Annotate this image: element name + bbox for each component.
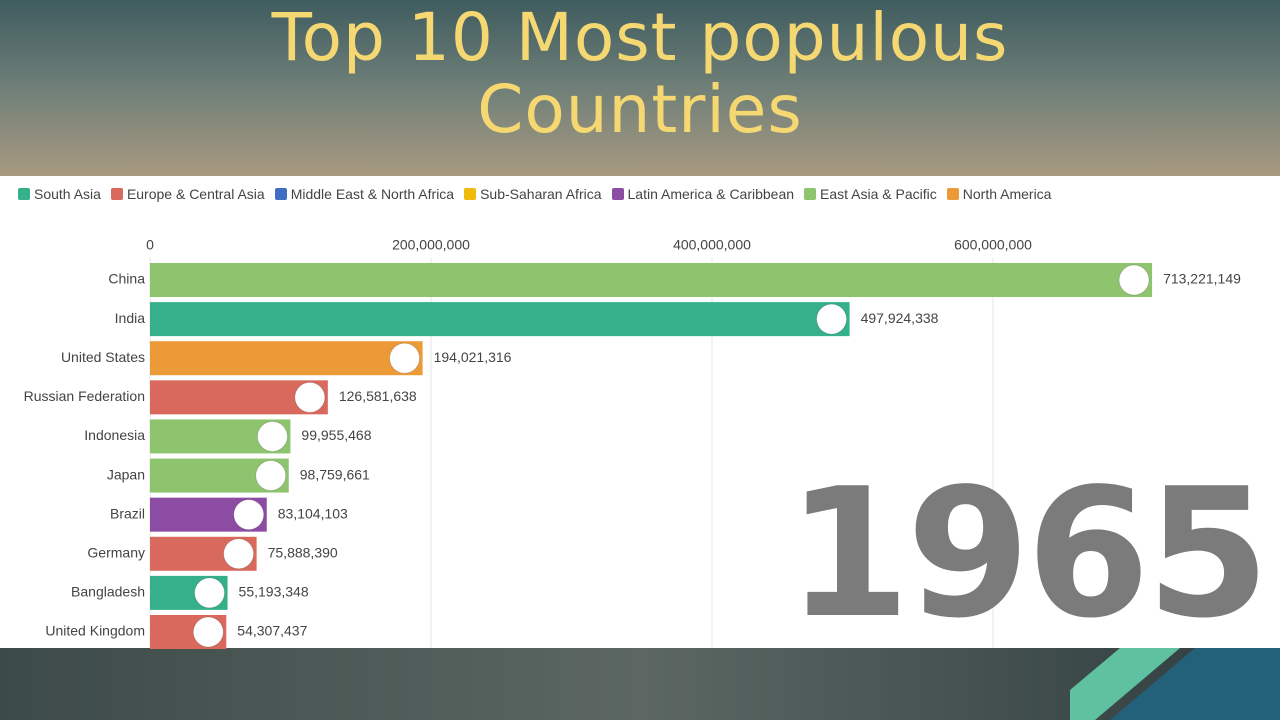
legend-swatch (18, 188, 30, 200)
legend-item: Middle East & North Africa (274, 186, 455, 202)
y-tick-label: India (115, 310, 146, 326)
x-tick-label: 400,000,000 (673, 237, 751, 253)
legend-item: East Asia & Pacific (804, 186, 937, 202)
legend-label: Latin America & Caribbean (627, 186, 795, 202)
header-background (0, 0, 1280, 176)
decor-stripe (1070, 648, 1180, 720)
flag-icon (294, 381, 326, 413)
legend-item: Sub-Saharan Africa (464, 186, 602, 202)
legend-label: Europe & Central Asia (126, 186, 265, 202)
x-tick-label: 600,000,000 (954, 237, 1032, 253)
bar (150, 302, 850, 337)
legend-label: Sub-Saharan Africa (480, 186, 602, 202)
legend-label: North America (962, 186, 1052, 202)
flag-icon (389, 342, 421, 374)
value-label: 99,955,468 (301, 427, 371, 443)
flag-icon (233, 499, 265, 531)
y-tick-label: Germany (87, 544, 145, 560)
y-tick-label: United Kingdom (45, 623, 145, 639)
y-tick-label: Indonesia (84, 427, 145, 443)
year-annotation: 1965 (786, 450, 1270, 657)
y-tick-label: United States (61, 349, 145, 365)
value-label: 83,104,103 (278, 505, 348, 521)
value-label: 75,888,390 (268, 544, 338, 560)
decor-stripe (1110, 648, 1280, 720)
y-tick-label: Russian Federation (24, 388, 145, 404)
value-label: 54,307,437 (237, 623, 307, 639)
legend-label: South Asia (34, 186, 101, 202)
x-tick-label: 0 (146, 237, 154, 253)
legend-item: Europe & Central Asia (110, 186, 265, 202)
flag-icon (816, 303, 848, 335)
value-label: 713,221,149 (1163, 271, 1241, 287)
legend-label: Middle East & North Africa (290, 186, 455, 202)
x-tick-label: 200,000,000 (392, 237, 470, 253)
flag-icon (194, 577, 226, 609)
y-tick-label: Japan (107, 466, 145, 482)
y-tick-label: Brazil (110, 505, 145, 521)
footer-background (0, 648, 1280, 720)
value-label: 55,193,348 (239, 584, 309, 600)
legend-item: North America (946, 186, 1052, 202)
legend-swatch (274, 188, 287, 200)
flag-icon (256, 420, 288, 452)
bar (150, 341, 423, 376)
legend-label: East Asia & Pacific (820, 186, 937, 202)
value-label: 497,924,338 (861, 310, 939, 326)
legend-item: Latin America & Caribbean (611, 186, 795, 202)
legend-swatch (804, 188, 817, 200)
y-tick-label: China (108, 271, 145, 287)
flag-icon (223, 538, 255, 570)
legend-swatch (611, 188, 624, 200)
flag-icon (1118, 264, 1150, 296)
bar (150, 263, 1153, 297)
legend: South Asia Europe & Central Asia Middle Ea… (18, 186, 1051, 202)
flag-icon (255, 460, 287, 492)
legend-item: South Asia (18, 186, 101, 202)
flag-icon (192, 616, 224, 648)
chart-title: Top 10 Most populous Countries (271, 0, 1009, 148)
legend-swatch (110, 188, 123, 200)
value-label: 126,581,638 (339, 388, 417, 404)
legend-swatch (464, 188, 477, 200)
value-label: 194,021,316 (434, 349, 512, 365)
y-tick-label: Bangladesh (71, 584, 145, 600)
legend-swatch (946, 188, 959, 200)
value-label: 98,759,661 (300, 466, 370, 482)
plot-area: 0 200,000,000 400,000,000 600,000,000 China 7… (24, 237, 1241, 649)
